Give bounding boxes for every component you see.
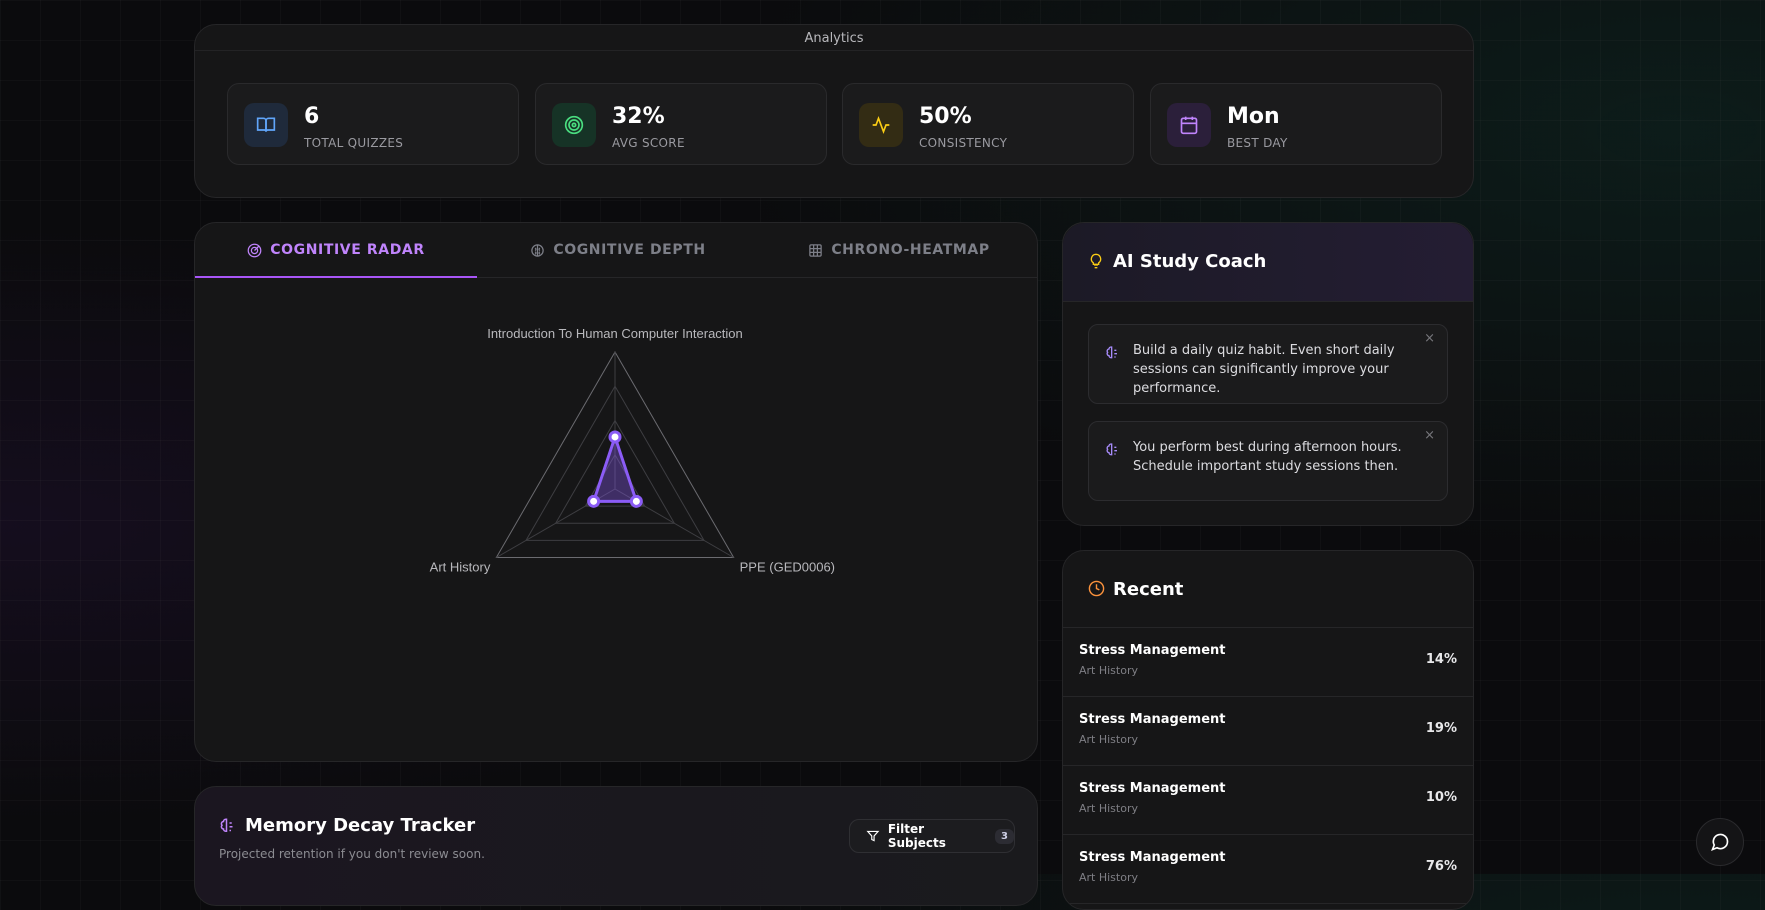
stat-value: 6 [304, 104, 320, 129]
brain-icon [1106, 443, 1117, 456]
quiz-score: 19% [1425, 721, 1457, 736]
radar-data-point [608, 430, 622, 444]
close-icon[interactable]: × [1424, 428, 1435, 443]
memory-subtitle: Projected retention if you don't review … [219, 847, 485, 861]
quiz-subject: Art History [1079, 733, 1138, 746]
filter-icon [866, 830, 880, 842]
quiz-subject: Art History [1079, 664, 1138, 677]
radar-axis-label: Art History [430, 560, 491, 575]
grid-icon [809, 243, 823, 257]
radar-axis-label: Introduction To Human Computer Interacti… [487, 326, 743, 341]
coach-header: AI Study Coach [1063, 223, 1473, 302]
chat-bubble-icon [1711, 833, 1729, 851]
memory-title: Memory Decay Tracker [245, 815, 476, 836]
quiz-score: 76% [1425, 859, 1457, 874]
stat-total-quizzes: 6 TOTAL QUIZZES [227, 83, 519, 165]
activity-icon [859, 103, 903, 147]
lightbulb-icon [1090, 253, 1102, 269]
brain-icon [1106, 346, 1117, 359]
recent-title: Recent [1113, 579, 1184, 600]
target-icon [552, 103, 596, 147]
radar-series-area [592, 435, 638, 503]
recent-item[interactable]: Stress Management Art History 76% [1063, 835, 1473, 904]
quiz-score: 14% [1425, 652, 1457, 667]
stat-best-day: Mon BEST DAY [1150, 83, 1442, 165]
brain-icon [531, 243, 545, 257]
quiz-subject: Art History [1079, 802, 1138, 815]
radar-grid-ring [495, 351, 735, 558]
divider [195, 50, 1473, 51]
radar-grid-ring [525, 385, 705, 541]
tab-cognitive-depth[interactable]: COGNITIVE DEPTH [477, 223, 759, 277]
radar-grid-ring [554, 419, 676, 524]
quiz-name: Stress Management [1079, 643, 1226, 658]
coach-title: AI Study Coach [1113, 251, 1267, 272]
stat-label: CONSISTENCY [919, 136, 1008, 150]
stat-value: 50% [919, 104, 972, 129]
radar-icon [247, 243, 262, 257]
chart-panel: COGNITIVE RADAR COGNITIVE DEPTH CHRONO-H… [194, 222, 1038, 762]
ai-study-coach-panel: AI Study Coach Build a daily quiz habit.… [1062, 222, 1474, 526]
brain-icon [220, 818, 233, 832]
radar-data-point [587, 494, 601, 508]
clock-icon [1088, 580, 1105, 597]
radar-chart: Introduction To Human Computer Interacti… [430, 326, 835, 575]
book-icon [244, 103, 288, 147]
recent-item[interactable]: Stress Management Art History 10% [1063, 766, 1473, 835]
calendar-icon [1167, 103, 1211, 147]
quiz-name: Stress Management [1079, 781, 1226, 796]
filter-label: Filter Subjects [887, 822, 946, 850]
filter-subjects-button[interactable]: Filter Subjects 3 [849, 819, 1015, 853]
quiz-score: 10% [1425, 790, 1457, 805]
tab-label: COGNITIVE RADAR [270, 242, 425, 258]
chat-button[interactable] [1696, 818, 1744, 866]
stat-label: BEST DAY [1227, 136, 1288, 150]
memory-decay-panel: Memory Decay Tracker Projected retention… [194, 786, 1038, 906]
recent-panel: Recent Stress Management Art History 14%… [1062, 550, 1474, 910]
coach-tip-text: You perform best during afternoon hours.… [1133, 440, 1402, 474]
quiz-name: Stress Management [1079, 850, 1226, 865]
coach-tip-text: Build a daily quiz habit. Even short dai… [1133, 343, 1395, 396]
stat-value: Mon [1227, 104, 1280, 129]
filter-count-badge: 3 [995, 828, 1014, 844]
tab-label: CHRONO-HEATMAP [831, 242, 990, 258]
radar-data-point [629, 494, 643, 508]
quiz-subject: Art History [1079, 871, 1138, 884]
radar-axis-label: PPE (GED0006) [740, 560, 835, 575]
stat-avg-score: 32% AVG SCORE [535, 83, 827, 165]
recent-item[interactable]: Stress Management Art History 14% [1063, 628, 1473, 697]
recent-header: Recent [1063, 551, 1473, 628]
stat-consistency: 50% CONSISTENCY [842, 83, 1134, 165]
stat-label: TOTAL QUIZZES [304, 136, 404, 150]
tab-chrono-heatmap[interactable]: CHRONO-HEATMAP [759, 223, 1039, 277]
stat-label: AVG SCORE [612, 136, 685, 150]
recent-item[interactable]: Stress Management Art History 19% [1063, 697, 1473, 766]
tab-label: COGNITIVE DEPTH [553, 242, 706, 258]
stat-value: 32% [612, 104, 665, 129]
coach-tip: Build a daily quiz habit. Even short dai… [1088, 324, 1448, 404]
coach-tip: You perform best during afternoon hours.… [1088, 421, 1448, 501]
chart-tabs: COGNITIVE RADAR COGNITIVE DEPTH CHRONO-H… [195, 223, 1037, 278]
quiz-name: Stress Management [1079, 712, 1226, 727]
analytics-panel: Analytics 6 TOTAL QUIZZES 32% AVG SCORE … [194, 24, 1474, 198]
tab-cognitive-radar[interactable]: COGNITIVE RADAR [195, 223, 477, 278]
close-icon[interactable]: × [1424, 331, 1435, 346]
analytics-caption: Analytics [804, 31, 864, 46]
